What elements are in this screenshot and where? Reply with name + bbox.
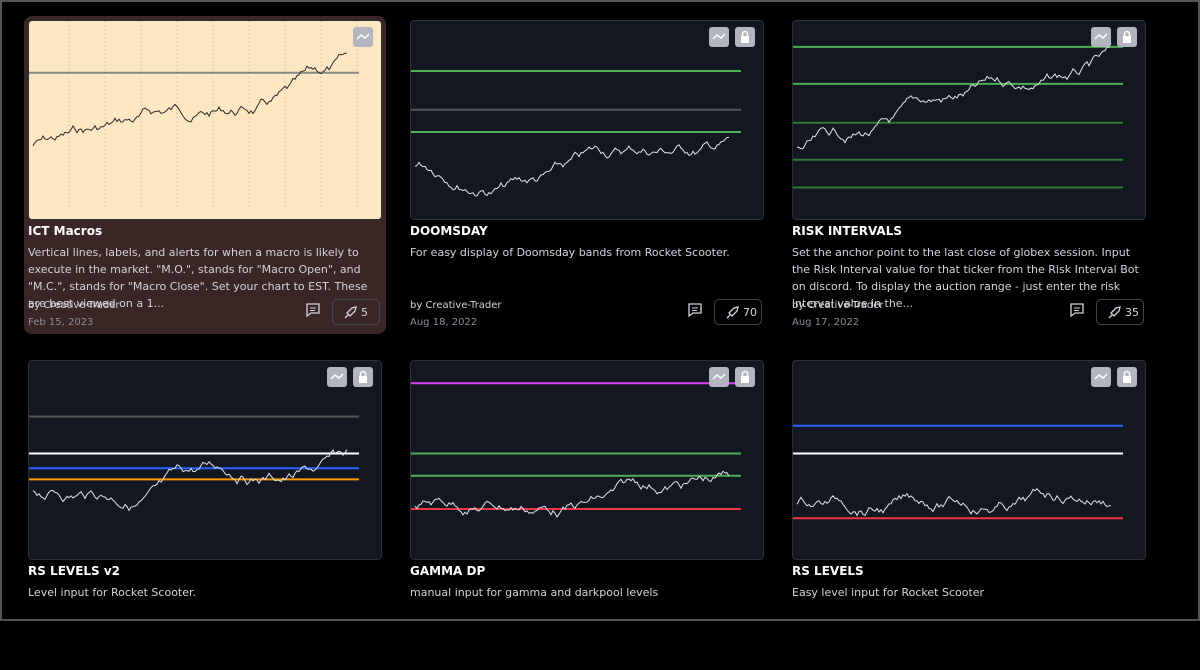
chart-type-icon[interactable]	[709, 27, 729, 47]
chart-type-icon[interactable]	[709, 367, 729, 387]
chart-thumbnail[interactable]	[410, 20, 764, 220]
lock-icon[interactable]	[353, 367, 373, 387]
lock-icon[interactable]	[1117, 27, 1137, 47]
chart-thumbnail[interactable]	[792, 20, 1146, 220]
script-card[interactable]: RISK INTERVALS Set the anchor point to th…	[792, 20, 1146, 330]
boost-count: 35	[1125, 306, 1139, 319]
thumbnail-chart	[793, 21, 1145, 219]
chart-type-icon[interactable]	[1091, 27, 1111, 47]
card-description: manual input for gamma and darkpool leve…	[410, 586, 659, 599]
script-card[interactable]: ICT Macros Vertical lines, labels, and al…	[28, 20, 382, 330]
publish-date: Feb 15, 2023	[28, 317, 94, 328]
author[interactable]: by Creative-Trader	[410, 300, 502, 311]
page: ICT Macros Vertical lines, labels, and al…	[0, 0, 1200, 621]
thumbnail-chart	[411, 21, 763, 219]
comments-button[interactable]	[1068, 301, 1086, 323]
card-title[interactable]: RISK INTERVALS	[792, 224, 903, 238]
publish-date: Aug 18, 2022	[410, 317, 478, 328]
card-title[interactable]: RS LEVELS v2	[28, 564, 121, 578]
thumbnail-chart	[793, 361, 1145, 559]
boost-count: 5	[361, 306, 368, 319]
boost-button[interactable]: 5	[332, 299, 380, 325]
script-card[interactable]: DOOMSDAY For easy display of Doomsday ban…	[410, 20, 764, 330]
card-title[interactable]: RS LEVELS	[792, 564, 864, 578]
chart-thumbnail[interactable]	[28, 360, 382, 560]
publish-date: Aug 17, 2022	[792, 317, 860, 328]
chart-thumbnail[interactable]	[410, 360, 764, 560]
script-card[interactable]: RS LEVELS Easy level input for Rocket Sco…	[792, 360, 1146, 670]
author[interactable]: by Creative-Trader	[28, 300, 120, 311]
chart-type-icon[interactable]	[1091, 367, 1111, 387]
card-title[interactable]: ICT Macros	[28, 224, 103, 238]
card-description: Vertical lines, labels, and alerts for w…	[28, 246, 368, 310]
comments-button[interactable]	[686, 301, 704, 323]
chart-thumbnail[interactable]	[792, 360, 1146, 560]
thumbnail-chart	[29, 361, 381, 559]
boost-count: 70	[743, 306, 757, 319]
script-card[interactable]: GAMMA DP manual input for gamma and darkp…	[410, 360, 764, 670]
boost-button[interactable]: 35	[1096, 299, 1144, 325]
thumbnail-chart	[29, 21, 381, 219]
lock-icon[interactable]	[735, 367, 755, 387]
card-description: Level input for Rocket Scooter.	[28, 586, 197, 599]
author[interactable]: by Creative-Trader	[792, 300, 884, 311]
card-description: For easy display of Doomsday bands from …	[410, 246, 730, 259]
chart-type-icon[interactable]	[353, 27, 373, 47]
card-description: Set the anchor point to the last close o…	[792, 246, 1139, 310]
card-title[interactable]: GAMMA DP	[410, 564, 486, 578]
card-title[interactable]: DOOMSDAY	[410, 224, 488, 238]
script-card[interactable]: RS LEVELS v2 Level input for Rocket Scoot…	[28, 360, 382, 670]
lock-icon[interactable]	[1117, 367, 1137, 387]
chart-type-icon[interactable]	[327, 367, 347, 387]
lock-icon[interactable]	[735, 27, 755, 47]
comments-button[interactable]	[304, 301, 322, 323]
thumbnail-chart	[411, 361, 763, 559]
card-description: Easy level input for Rocket Scooter	[792, 586, 985, 599]
chart-thumbnail[interactable]	[28, 20, 382, 220]
boost-button[interactable]: 70	[714, 299, 762, 325]
